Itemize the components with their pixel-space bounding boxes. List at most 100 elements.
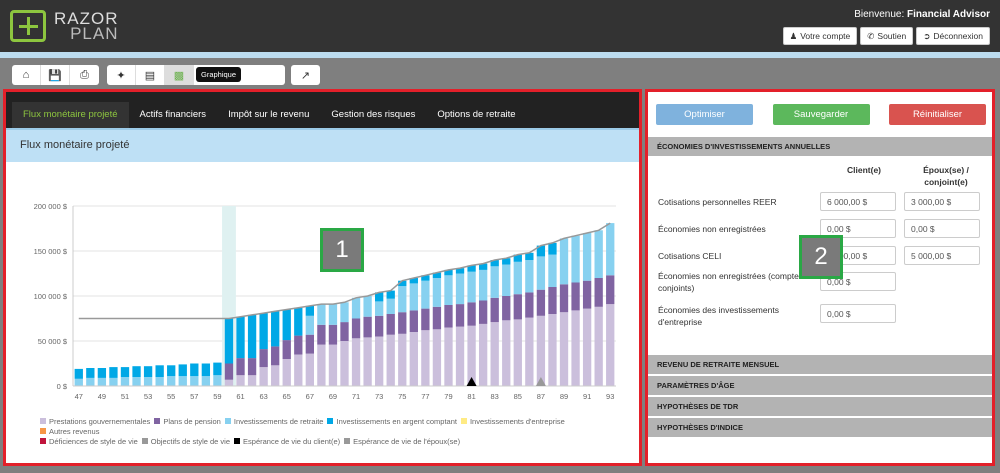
row-label: Cotisations personnelles REER xyxy=(658,197,777,207)
tab-risk-management[interactable]: Gestion des risques xyxy=(331,109,416,120)
bar-segment xyxy=(467,302,476,326)
bar-segment xyxy=(594,306,603,386)
razorplan-logo[interactable]: RAZOR PLAN xyxy=(10,10,119,42)
bar-segment xyxy=(444,305,453,328)
magic-wand-icon[interactable]: ✦ xyxy=(107,65,136,85)
spouse-input[interactable]: 3 000,00 $ xyxy=(904,192,980,211)
save-icon[interactable]: 💾 xyxy=(41,65,70,85)
welcome-text: Bienvenue: Financial Advisor xyxy=(854,9,990,20)
spouse-input[interactable]: 0,00 $ xyxy=(904,219,980,238)
home-icon[interactable]: ⌂ xyxy=(12,65,41,85)
legend-swatch xyxy=(154,418,161,424)
bar-segment xyxy=(259,367,268,386)
save-button[interactable]: Sauvegarder xyxy=(772,104,870,125)
legend-swatch xyxy=(224,418,231,424)
y-tick-label: 100 000 $ xyxy=(34,292,68,301)
bar-segment xyxy=(155,365,164,377)
bar-segment xyxy=(421,308,430,331)
row-label: Économies des investissements d'entrepri… xyxy=(658,305,779,327)
x-tick-label: 53 xyxy=(144,392,152,401)
tab-cashflow[interactable]: Flux monétaire projeté xyxy=(12,102,129,128)
client-input[interactable]: 6 000,00 $ xyxy=(820,192,896,211)
legend-item[interactable]: Plans de pension xyxy=(154,417,221,426)
header-strip xyxy=(0,52,1000,58)
bar-segment xyxy=(536,289,546,316)
bar-segment xyxy=(294,335,303,355)
logout-button[interactable]: ➲ Déconnexion xyxy=(916,27,990,45)
plus-logo-icon xyxy=(10,10,46,42)
x-tick-label: 77 xyxy=(421,392,429,401)
legend-swatch xyxy=(460,418,467,424)
account-button[interactable]: ♟ Votre compte xyxy=(782,27,858,45)
bar-segment xyxy=(525,260,534,293)
bar-segment xyxy=(559,284,569,313)
tab-retirement-options[interactable]: Options de retraite xyxy=(437,109,516,120)
bar-segment xyxy=(178,364,187,377)
bar-segment xyxy=(536,315,546,386)
legend-item[interactable]: Prestations gouvernementales xyxy=(40,417,150,426)
legend-item[interactable]: Investissements d'entreprise xyxy=(460,417,565,426)
bar-segment xyxy=(525,292,534,318)
bar-segment xyxy=(432,272,442,278)
x-tick-label: 55 xyxy=(167,392,175,401)
bar-segment xyxy=(190,363,199,377)
user-icon: ♟ xyxy=(789,30,798,41)
legend-item[interactable]: Autres revenus xyxy=(40,427,99,436)
bar-segment xyxy=(502,296,511,321)
client-input[interactable]: 0,00 $ xyxy=(820,304,896,323)
support-button[interactable]: ✆ Soutien xyxy=(860,27,914,45)
tab-income-tax[interactable]: Impôt sur le revenu xyxy=(228,109,310,120)
client-input[interactable]: 0,00 $ xyxy=(820,219,896,238)
report-icon[interactable]: ▤ xyxy=(136,65,165,85)
bar-segment xyxy=(548,314,557,386)
client-column-header: Client(e) xyxy=(847,165,881,175)
x-tick-label: 57 xyxy=(190,392,198,401)
bar-segment xyxy=(375,292,384,302)
bar-segment xyxy=(109,367,118,378)
client-input[interactable]: 0,00 $ xyxy=(820,272,896,291)
bar-segment xyxy=(606,275,615,305)
section-monthly-retirement-income[interactable]: REVENU DE RETRAITE MENSUEL xyxy=(648,355,992,374)
bar-segment xyxy=(409,278,418,284)
bar-segment xyxy=(213,375,222,386)
print-icon[interactable]: ⎙ xyxy=(80,68,89,81)
bar-segment xyxy=(97,377,107,386)
spouse-input[interactable]: 5 000,00 $ xyxy=(904,246,980,265)
logout-label: Déconnexion xyxy=(933,31,983,41)
legend-item[interactable]: Espérance de vie du client(e) xyxy=(234,437,340,446)
row-label: Économies non enregistrées (comptes conj… xyxy=(658,271,804,293)
bar-segment xyxy=(328,324,338,345)
bar-segment xyxy=(490,260,499,267)
section-index-assumptions[interactable]: HYPOTHÈSES D'INDICE xyxy=(648,418,992,437)
bar-segment xyxy=(386,290,395,299)
legend-item[interactable]: Objectifs de style de vie xyxy=(141,437,230,446)
bar-segment xyxy=(271,311,280,347)
bar-segment xyxy=(259,349,268,368)
bar-segment xyxy=(305,315,314,335)
bar-segment xyxy=(224,379,234,386)
bar-segment xyxy=(444,275,453,305)
x-tick-label: 89 xyxy=(560,392,568,401)
bar-segment xyxy=(386,334,395,386)
section-annual-savings[interactable]: ÉCONOMIES D'INVESTISSEMENTS ANNUELLES xyxy=(648,137,992,156)
bar-segment xyxy=(513,254,522,262)
legend-item[interactable]: Investissements de retraite xyxy=(224,417,323,426)
objective-line xyxy=(78,222,611,320)
tab-financial-assets[interactable]: Actifs financiers xyxy=(139,109,207,120)
bar-segment xyxy=(432,329,442,386)
bar-chart-icon[interactable]: ▩ xyxy=(165,65,194,85)
client-life-expectancy-marker xyxy=(466,377,477,386)
legend-item[interactable]: Espérance de vie de l'époux(se) xyxy=(344,437,460,446)
bar-segment xyxy=(167,376,176,386)
section-age-parameters[interactable]: PARAMÈTRES D'ÂGE xyxy=(648,376,992,395)
optimize-button[interactable]: Optimiser xyxy=(656,104,753,125)
section-rate-assumptions[interactable]: HYPOTHÈSES DE TDR xyxy=(648,397,992,416)
reset-button[interactable]: Réinitialiser xyxy=(889,104,986,125)
legend-item[interactable]: Déficiences de style de vie xyxy=(40,437,138,446)
bar-segment xyxy=(478,269,488,301)
legend-label: Investissements d'entreprise xyxy=(469,417,565,426)
legend-item[interactable]: Investissements en argent comptant xyxy=(327,417,457,426)
bar-segment xyxy=(190,376,199,386)
line-chart-icon[interactable]: ↗ xyxy=(300,69,311,82)
bar-segment xyxy=(143,377,153,386)
